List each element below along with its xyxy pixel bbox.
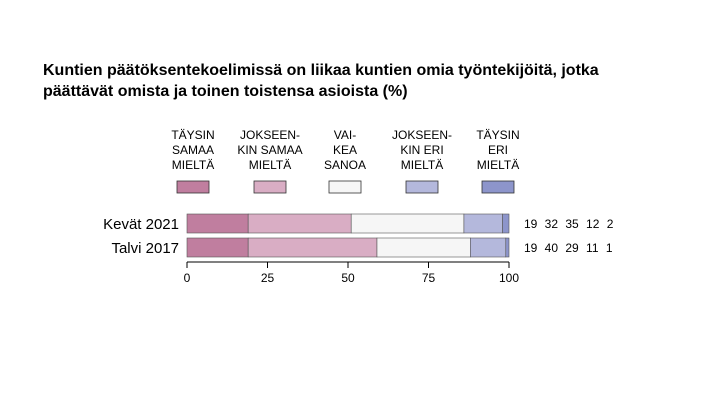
bar-segment-1-5	[502, 213, 510, 234]
legend-label-2-line-3: MIELTÄ	[249, 158, 291, 172]
legend-label-5-line-3: MIELTÄ	[477, 158, 519, 172]
bar-segment-1-1	[186, 213, 249, 234]
value-labels-row-1: 19 32 35 12 2	[524, 217, 614, 231]
legend-label-4-line-2: KIN ERI	[400, 143, 443, 157]
value-labels-row-2: 19 40 29 11 1	[524, 241, 613, 255]
x-tick-label-2: 25	[261, 271, 275, 285]
legend-label-5-line-2: ERI	[488, 143, 508, 157]
category-label-2: Talvi 2017	[111, 240, 179, 257]
bar-segment-1-3	[350, 213, 465, 234]
legend-label-4-line-1: JOKSEEN-	[392, 128, 452, 142]
legend-label-3-line-1: VAI-	[334, 128, 356, 142]
chart-title-line-2: päättävät omista ja toinen toistensa asi…	[43, 83, 408, 100]
legend-swatch-3	[328, 180, 362, 194]
value-labels: 19 32 35 12 2 19 40 29 11 1	[524, 217, 614, 255]
bar-segment-2-3	[376, 237, 471, 258]
legend-swatch-2	[253, 180, 287, 194]
bar-segment-2-2	[247, 237, 378, 258]
legend-swatch-1	[176, 180, 210, 194]
bar-segment-1-4	[463, 213, 503, 234]
bar-segment-2-5	[505, 237, 510, 258]
legend-label-2-line-2: KIN SAMAA	[237, 143, 302, 157]
x-tick-label-5: 100	[499, 271, 519, 285]
bar-segment-2-4	[470, 237, 507, 258]
chart-title: Kuntien päätöksentekoelimissä on liikaa …	[43, 60, 683, 102]
bar-segment-1-2	[247, 213, 352, 234]
bars-area: Kevät 2021 Talvi 2017	[103, 213, 510, 258]
legend-label-3-line-2: KEA	[333, 143, 357, 157]
x-axis: 0 25 50 75 100	[184, 261, 519, 285]
legend-label-3-line-3: SANOA	[324, 158, 366, 172]
x-tick-label-4: 75	[422, 271, 436, 285]
bar-segment-2-1	[186, 237, 249, 258]
legend-label-4-line-3: MIELTÄ	[401, 158, 443, 172]
legend-swatch-4	[405, 180, 439, 194]
legend-swatch-5	[481, 180, 515, 194]
legend-label-2-line-1: JOKSEEN-	[240, 128, 300, 142]
x-tick-label-3: 50	[341, 271, 355, 285]
legend-label-1-line-2: SAMAA	[172, 143, 214, 157]
chart-title-line-1: Kuntien päätöksentekoelimissä on liikaa …	[43, 62, 599, 79]
x-tick-label-1: 0	[184, 271, 191, 285]
legend-label-1-line-3: MIELTÄ	[172, 158, 214, 172]
legend-label-1-line-1: TÄYSIN	[171, 128, 214, 142]
category-label-1: Kevät 2021	[103, 216, 179, 233]
legend-label-5-line-1: TÄYSIN	[476, 128, 519, 142]
